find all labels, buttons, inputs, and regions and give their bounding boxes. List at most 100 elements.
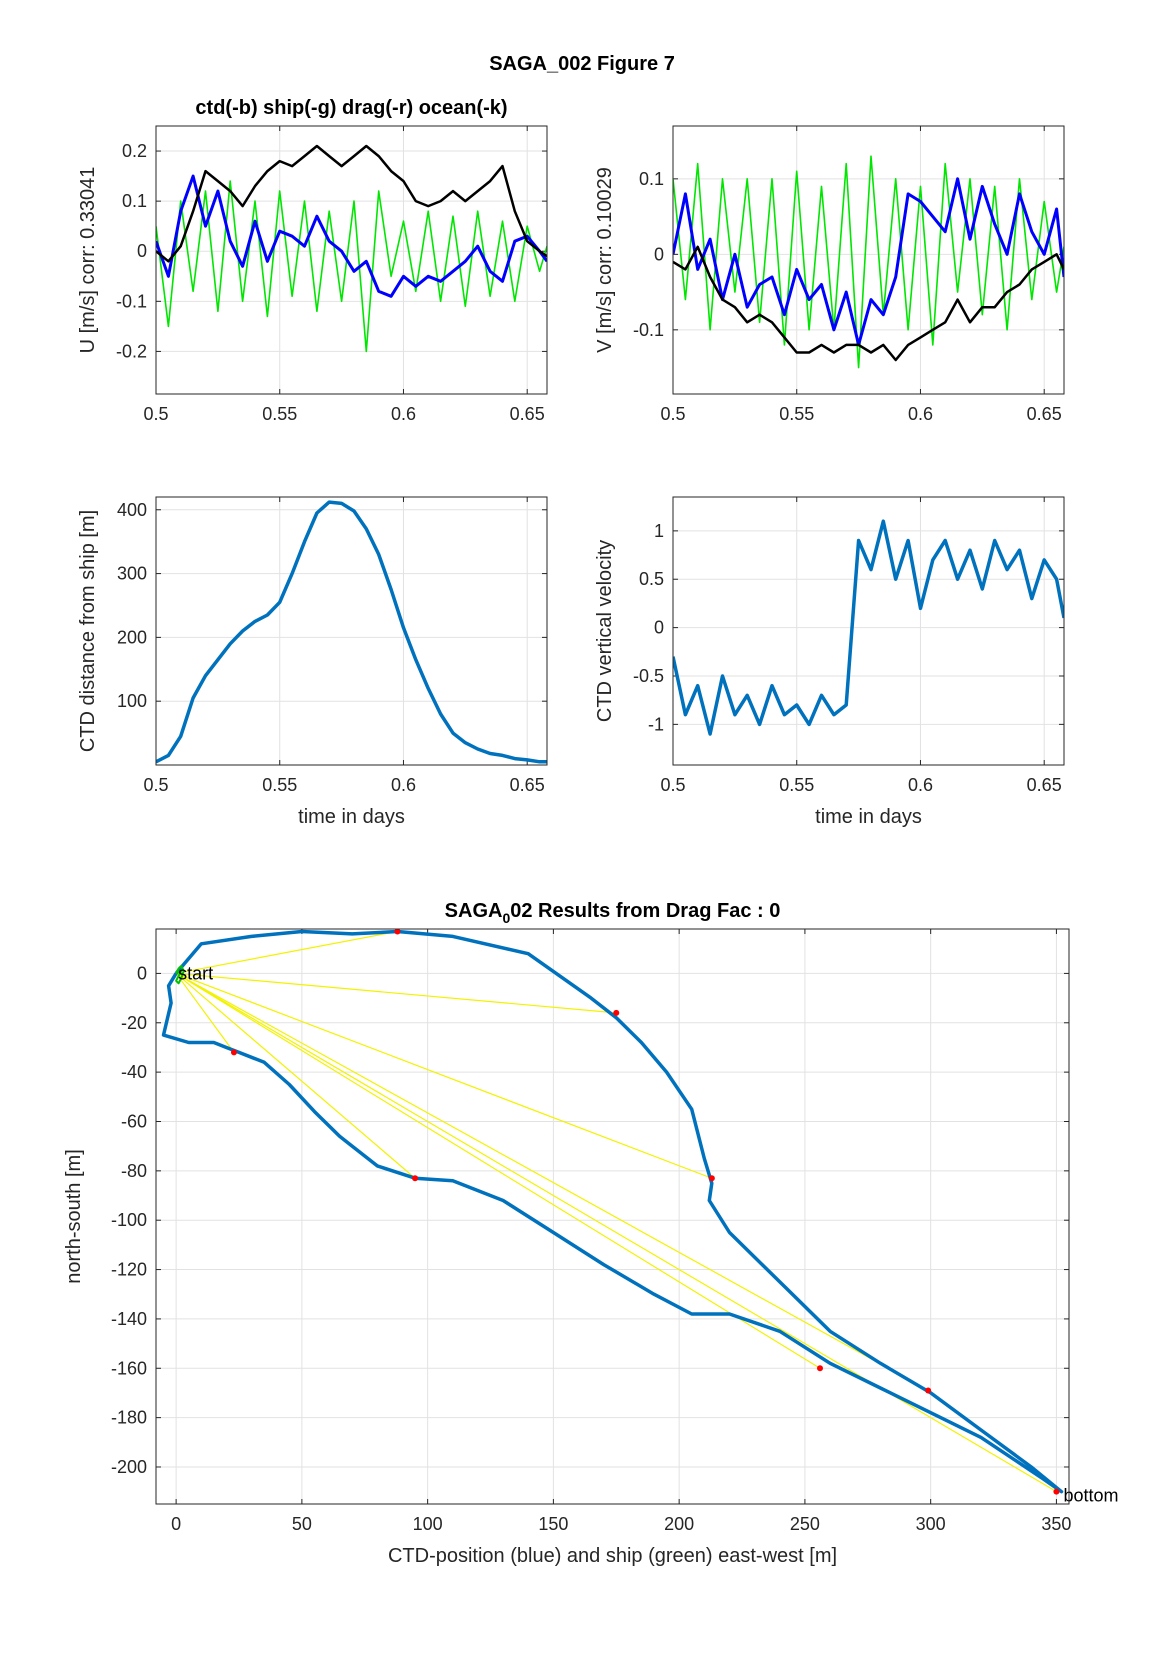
x-tick-label: 0.6: [391, 404, 416, 424]
y-tick-label: 1: [654, 521, 664, 541]
drag-point-marker: [230, 1049, 237, 1056]
ctd-velocity-line: [156, 174, 547, 298]
x-tick-label: 0.5: [143, 775, 168, 795]
drag-point-marker: [412, 1175, 419, 1182]
ship-ctd-link-line: [175, 973, 235, 1053]
title-rest: 02 Results from Drag Fac : 0: [510, 900, 780, 922]
axes-box: [155, 125, 548, 395]
figure-suptitle: SAGA_002 Figure 7: [489, 53, 675, 75]
ctd-position-track: [161, 929, 1064, 1494]
drag-point-marker: [613, 1009, 620, 1016]
x-tick-label: 0.5: [660, 775, 685, 795]
y-tick-label: 100: [117, 691, 147, 711]
ship-ctd-link-line: [175, 972, 821, 1369]
y-axis-label: CTD vertical velocity: [594, 540, 616, 722]
y-tick-label: -120: [111, 1260, 147, 1280]
ocean-velocity-line: [156, 144, 547, 263]
y-axis-label: north-south [m]: [63, 1149, 85, 1284]
ship-position-track: [175, 965, 185, 985]
chart-1: 0.5 0.55 0.6 0.65 -0.2 -0.1 0 0.1 0.2 U [m/s] cor…: [77, 97, 548, 424]
drag-point-marker: [925, 1387, 932, 1394]
y-tick-label: -100: [111, 1210, 147, 1230]
x-tick-label: 250: [790, 1514, 820, 1534]
drag-point-marker: [817, 1365, 823, 1372]
y-tick-label: -140: [111, 1309, 147, 1329]
x-axis-label: time in days: [815, 806, 922, 828]
ship-ctd-link-line: [176, 972, 617, 1014]
ship-ctd-link-line: [175, 972, 416, 1179]
x-tick-label: 100: [413, 1514, 443, 1534]
y-axis-label: CTD distance from ship [m]: [77, 510, 99, 752]
y-tick-label: -180: [111, 1408, 147, 1428]
x-axis-label: CTD-position (blue) and ship (green) eas…: [388, 1545, 837, 1567]
y-tick-label: 200: [117, 627, 147, 647]
drag-point-marker: [1053, 1488, 1060, 1495]
x-tick-label: 0.55: [262, 404, 297, 424]
axes-box: [155, 496, 548, 766]
x-tick-label: 0.65: [1027, 404, 1062, 424]
plots-container: 0.5 0.55 0.6 0.65 -0.2 -0.1 0 0.1 0.2 U [m/s] cor…: [63, 97, 1118, 1567]
y-tick-label: 0.5: [639, 569, 664, 589]
ctd-velocity-line: [673, 177, 1064, 347]
y-tick-label: -200: [111, 1457, 147, 1477]
drag-point-marker: [708, 1175, 715, 1182]
chart-5: 0 50 100 150 200 250 300 350 -200 -180 -160 -140 -12…: [63, 900, 1118, 1567]
x-tick-label: 0.55: [779, 404, 814, 424]
x-tick-label: 0.55: [262, 775, 297, 795]
y-tick-label: -0.1: [633, 320, 664, 340]
chart-2: 0.5 0.55 0.6 0.65 -0.1 0 0.1 V [m/s] corr: 0.10…: [594, 125, 1065, 424]
y-tick-label: 400: [117, 500, 147, 520]
y-tick-label: 300: [117, 564, 147, 584]
x-tick-label: 350: [1041, 1514, 1071, 1534]
y-tick-label: 0: [654, 618, 664, 638]
start-annotation: start: [178, 963, 213, 983]
y-tick-label: 0.1: [639, 169, 664, 189]
axes-title: SAGA002 Results from Drag Fac : 0: [445, 900, 781, 926]
axes-box: [672, 496, 1065, 766]
y-tick-label: -20: [121, 1013, 147, 1033]
axes-box: [155, 928, 1070, 1505]
ship-velocity-line: [156, 180, 547, 353]
data-layer: [673, 155, 1064, 369]
ship-ctd-link-line: [175, 972, 929, 1392]
plot-area: [156, 929, 1069, 1504]
data-layer: [156, 144, 547, 353]
vertical_velocity-line: [673, 519, 1064, 736]
chart-4: 0.5 0.55 0.6 0.65 -1 -0.5 0 0.5 1 CTD vertical ve…: [594, 496, 1065, 828]
x-tick-label: 300: [916, 1514, 946, 1534]
x-tick-label: 200: [664, 1514, 694, 1534]
axes-title: ctd(-b) ship(-g) drag(-r) ocean(-k): [195, 97, 507, 119]
x-tick-label: 150: [538, 1514, 568, 1534]
drag-point-marker: [394, 929, 401, 935]
data-layer: start: [161, 929, 1064, 1495]
plot-area: [156, 126, 547, 394]
y-tick-label: -160: [111, 1358, 147, 1378]
x-axis-label: time in days: [298, 806, 405, 828]
ship-ctd-link-line: [175, 972, 713, 1179]
y-tick-label: -0.5: [633, 666, 664, 686]
x-tick-label: 0: [171, 1514, 181, 1534]
y-tick-label: -0.1: [116, 291, 147, 311]
y-tick-label: 0.2: [122, 141, 147, 161]
distance-line: [156, 500, 547, 764]
plot-area: [673, 497, 1064, 765]
ship-ctd-link-line: [175, 972, 1057, 1493]
y-tick-label: -80: [121, 1161, 147, 1181]
y-tick-label: -60: [121, 1111, 147, 1131]
bottom-annotation: bottom: [1063, 1486, 1118, 1506]
y-tick-label: 0.1: [122, 191, 147, 211]
plot-area: [156, 497, 547, 765]
ship-velocity-line: [673, 155, 1064, 369]
chart-3: 0.5 0.55 0.6 0.65 100 200 300 400 CTD distance f…: [77, 496, 548, 828]
title-main: SAGA: [445, 900, 503, 922]
y-axis-label: V [m/s] corr: 0.10029: [594, 167, 616, 353]
x-tick-label: 0.65: [510, 775, 545, 795]
x-tick-label: 50: [292, 1514, 312, 1534]
x-tick-label: 0.5: [143, 404, 168, 424]
x-tick-label: 0.6: [391, 775, 416, 795]
y-axis-label: U [m/s] corr: 0.33041: [77, 167, 99, 354]
y-tick-label: -1: [648, 714, 664, 734]
x-tick-label: 0.6: [908, 404, 933, 424]
x-tick-label: 0.55: [779, 775, 814, 795]
